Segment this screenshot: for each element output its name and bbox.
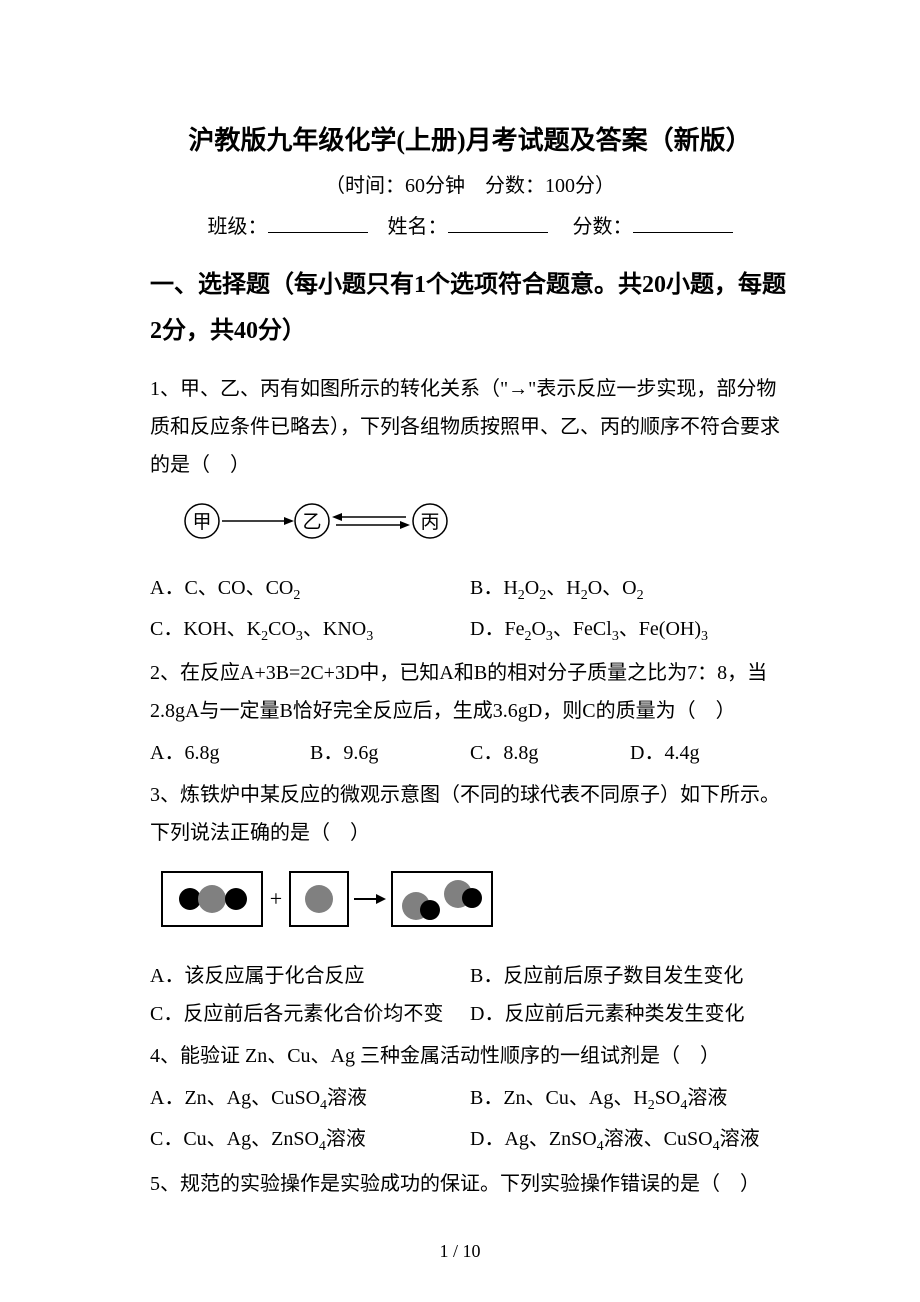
q2-opt-b: B．9.6g bbox=[310, 734, 470, 772]
q1-opt-a: A．C、CO、CO2 bbox=[150, 569, 470, 610]
svg-text:+: + bbox=[270, 886, 282, 911]
svg-text:乙: 乙 bbox=[302, 512, 321, 533]
q1-opt-c: C．KOH、K2CO3、KNO3 bbox=[150, 610, 470, 651]
q1-diagram: 甲 乙 丙 bbox=[172, 496, 790, 551]
section-1-header: 一、选择题（每小题只有1个选项符合题意。共20小题，每题2分，共40分） bbox=[150, 263, 790, 354]
exam-meta: （时间：60分钟 分数：100分） bbox=[150, 169, 790, 198]
page-title: 沪教版九年级化学(上册)月考试题及答案（新版） bbox=[150, 120, 790, 157]
q4-stem: 4、能验证 Zn、Cu、Ag 三种金属活动性顺序的一组试剂是（ ） bbox=[150, 1037, 790, 1075]
q3-stem: 3、炼铁炉中某反应的微观示意图（不同的球代表不同原子）如下所示。下列说法正确的是… bbox=[150, 776, 790, 852]
q2-opt-c: C．8.8g bbox=[470, 734, 630, 772]
name-label: 姓名： bbox=[388, 216, 448, 238]
q4-options: A．Zn、Ag、CuSO4溶液 B．Zn、Cu、Ag、H2SO4溶液 C．Cu、… bbox=[150, 1079, 790, 1160]
q3-diagram: + bbox=[158, 864, 790, 939]
name-blank bbox=[448, 212, 548, 233]
q4-opt-c: C．Cu、Ag、ZnSO4溶液 bbox=[150, 1120, 470, 1161]
student-info-row: 班级： 姓名： 分数： bbox=[150, 210, 790, 239]
q2-options: A．6.8g B．9.6g C．8.8g D．4.4g bbox=[150, 734, 790, 772]
q3-opt-a: A．该反应属于化合反应 bbox=[150, 957, 470, 995]
q3-options: A．该反应属于化合反应 B．反应前后原子数目发生变化 C．反应前后各元素化合价均… bbox=[150, 957, 790, 1033]
q1-opt-b: B．H2O2、H2O、O2 bbox=[470, 569, 790, 610]
score-label: 分数： bbox=[573, 216, 633, 238]
q2-stem: 2、在反应A+3B=2C+3D中，已知A和B的相对分子质量之比为7：8，当2.8… bbox=[150, 654, 790, 730]
q3-opt-d: D．反应前后元素种类发生变化 bbox=[470, 995, 790, 1033]
q2-opt-a: A．6.8g bbox=[150, 734, 310, 772]
score-blank bbox=[633, 212, 733, 233]
page-footer: 1 / 10 bbox=[0, 1241, 920, 1262]
class-label: 班级： bbox=[208, 216, 268, 238]
q4-opt-b: B．Zn、Cu、Ag、H2SO4溶液 bbox=[470, 1079, 790, 1120]
q3-opt-b: B．反应前后原子数目发生变化 bbox=[470, 957, 790, 995]
q2-opt-d: D．4.4g bbox=[630, 734, 790, 772]
svg-text:丙: 丙 bbox=[420, 512, 439, 533]
svg-text:甲: 甲 bbox=[192, 512, 211, 533]
class-blank bbox=[268, 212, 368, 233]
q1-stem: 1、甲、乙、丙有如图所示的转化关系（"→"表示反应一步实现，部分物质和反应条件已… bbox=[150, 370, 790, 484]
q1-opt-d: D．Fe2O3、FeCl3、Fe(OH)3 bbox=[470, 610, 790, 651]
q3-opt-c: C．反应前后各元素化合价均不变 bbox=[150, 995, 470, 1033]
q5-stem: 5、规范的实验操作是实验成功的保证。下列实验操作错误的是（ ） bbox=[150, 1165, 790, 1203]
q1-options: A．C、CO、CO2 B．H2O2、H2O、O2 C．KOH、K2CO3、KNO… bbox=[150, 569, 790, 650]
q4-opt-a: A．Zn、Ag、CuSO4溶液 bbox=[150, 1079, 470, 1120]
q4-opt-d: D．Ag、ZnSO4溶液、CuSO4溶液 bbox=[470, 1120, 790, 1161]
